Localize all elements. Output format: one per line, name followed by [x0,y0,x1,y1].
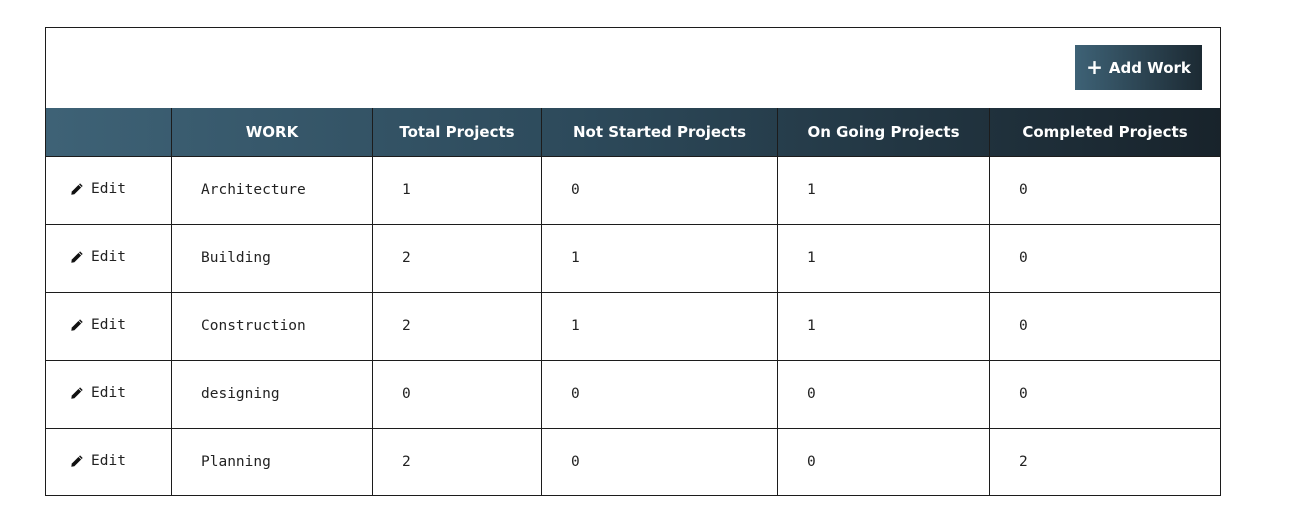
edit-cell: Edit [45,359,172,429]
work-cell: designing [171,359,373,429]
edit-label: Edit [91,180,126,197]
toolbar: + Add Work [46,28,1220,108]
column-header-ongoing-projects[interactable]: On Going Projects [777,108,990,156]
table-body: Edit Architecture 1 0 1 0 Edit Building 2 1 1 0 Edit… [45,155,1221,496]
column-header-completed-projects[interactable]: Completed Projects [989,108,1221,156]
edit-label: Edit [91,452,126,469]
edit-label: Edit [91,384,126,401]
work-table: WORK Total Projects Not Started Projects… [45,108,1221,496]
total-projects-cell: 2 [372,291,542,361]
column-header-work[interactable]: WORK [171,108,373,156]
table-row: Edit Planning 2 0 0 2 [45,427,1221,496]
work-panel: + Add Work WORK Total Projects Not Start… [45,27,1221,496]
not-started-projects-cell: 1 [541,223,778,293]
add-work-button[interactable]: + Add Work [1075,45,1202,90]
work-cell: Planning [171,427,373,496]
ongoing-projects-cell: 1 [777,291,990,361]
completed-projects-cell: 0 [989,155,1221,225]
not-started-projects-cell: 0 [541,155,778,225]
edit-button[interactable]: Edit [70,317,126,333]
edit-button[interactable]: Edit [70,249,126,265]
table-row: Edit Architecture 1 0 1 0 [45,155,1221,225]
ongoing-projects-cell: 1 [777,223,990,293]
table-header: WORK Total Projects Not Started Projects… [45,108,1221,156]
not-started-projects-cell: 1 [541,291,778,361]
work-cell: Building [171,223,373,293]
completed-projects-cell: 0 [989,359,1221,429]
plus-icon: + [1086,54,1103,79]
total-projects-cell: 0 [372,359,542,429]
pencil-icon [70,386,84,400]
work-cell: Architecture [171,155,373,225]
table-row: Edit Construction 2 1 1 0 [45,291,1221,361]
header-row: WORK Total Projects Not Started Projects… [45,108,1221,156]
total-projects-cell: 2 [372,427,542,496]
add-work-label: Add Work [1108,58,1191,77]
table-row: Edit designing 0 0 0 0 [45,359,1221,429]
edit-cell: Edit [45,427,172,496]
table-row: Edit Building 2 1 1 0 [45,223,1221,293]
pencil-icon [70,318,84,332]
total-projects-cell: 2 [372,223,542,293]
not-started-projects-cell: 0 [541,359,778,429]
completed-projects-cell: 2 [989,427,1221,496]
edit-button[interactable]: Edit [70,453,126,469]
edit-label: Edit [91,316,126,333]
column-header-total-projects[interactable]: Total Projects [372,108,542,156]
ongoing-projects-cell: 0 [777,359,990,429]
pencil-icon [70,454,84,468]
completed-projects-cell: 0 [989,223,1221,293]
completed-projects-cell: 0 [989,291,1221,361]
not-started-projects-cell: 0 [541,427,778,496]
ongoing-projects-cell: 0 [777,427,990,496]
ongoing-projects-cell: 1 [777,155,990,225]
edit-cell: Edit [45,291,172,361]
pencil-icon [70,250,84,264]
pencil-icon [70,182,84,196]
edit-button[interactable]: Edit [70,181,126,197]
edit-cell: Edit [45,223,172,293]
work-cell: Construction [171,291,373,361]
edit-cell: Edit [45,155,172,225]
edit-label: Edit [91,248,126,265]
column-header-actions [45,108,172,156]
edit-button[interactable]: Edit [70,385,126,401]
total-projects-cell: 1 [372,155,542,225]
column-header-not-started-projects[interactable]: Not Started Projects [541,108,778,156]
